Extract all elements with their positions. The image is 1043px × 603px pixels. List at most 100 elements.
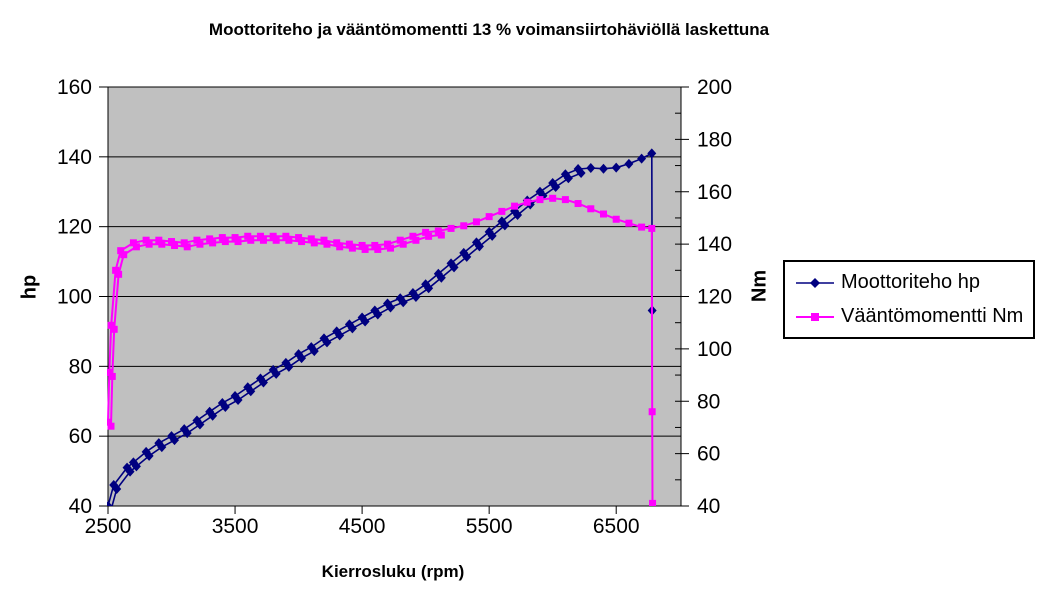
square-marker bbox=[168, 238, 176, 246]
square-marker bbox=[310, 239, 318, 247]
square-marker bbox=[374, 245, 382, 253]
chart-title: Moottoriteho ja vääntömomentti 13 % voim… bbox=[208, 20, 770, 39]
x-tick-label: 2500 bbox=[85, 515, 132, 538]
diamond-marker bbox=[268, 364, 278, 375]
diamond-marker bbox=[217, 397, 227, 408]
diamond-marker bbox=[471, 237, 481, 248]
y-tick-label-left: 140 bbox=[57, 146, 92, 169]
square-marker bbox=[387, 244, 395, 252]
y-axis-title-left: hp bbox=[18, 274, 41, 300]
diamond-marker bbox=[243, 382, 253, 393]
legend-label-power: Moottoriteho hp bbox=[841, 271, 980, 293]
diamond-marker bbox=[586, 163, 596, 174]
y-tick-label-left: 100 bbox=[57, 286, 92, 309]
square-marker bbox=[498, 207, 506, 215]
series-layer bbox=[107, 148, 657, 506]
square-marker bbox=[396, 236, 404, 244]
square-marker bbox=[247, 236, 255, 244]
series-torque bbox=[107, 194, 657, 506]
diamond-marker bbox=[383, 298, 393, 309]
square-marker bbox=[345, 240, 353, 248]
diamond-marker bbox=[357, 312, 367, 323]
square-marker bbox=[129, 239, 137, 247]
square-marker bbox=[107, 321, 115, 329]
square-marker bbox=[649, 499, 657, 506]
square-marker bbox=[648, 224, 656, 232]
diamond-marker bbox=[319, 333, 329, 344]
square-marker bbox=[183, 243, 191, 251]
diamond-marker bbox=[128, 457, 138, 468]
square-marker bbox=[108, 372, 116, 380]
square-marker bbox=[333, 239, 341, 247]
square-marker bbox=[115, 270, 123, 278]
x-tick-label: 3500 bbox=[212, 515, 259, 538]
power-series-marker-icon bbox=[796, 277, 834, 288]
square-marker bbox=[285, 236, 293, 244]
diamond-marker bbox=[637, 153, 647, 164]
diamond-marker bbox=[624, 158, 634, 169]
square-marker bbox=[221, 238, 229, 246]
square-marker bbox=[132, 243, 140, 251]
x-axis-title: Kierrosluku (rpm) bbox=[321, 562, 465, 581]
square-marker bbox=[180, 239, 188, 247]
diamond-marker bbox=[421, 279, 431, 290]
diamond-marker bbox=[395, 293, 405, 304]
y-tick-label-right: 80 bbox=[697, 390, 720, 413]
square-marker bbox=[117, 247, 125, 255]
diamond-marker bbox=[294, 349, 304, 360]
x-tick-label: 6500 bbox=[593, 515, 640, 538]
square-marker bbox=[361, 245, 369, 253]
square-marker bbox=[422, 228, 430, 236]
square-marker bbox=[244, 232, 252, 240]
diamond-marker bbox=[281, 357, 291, 368]
square-marker bbox=[485, 213, 493, 221]
square-marker bbox=[323, 240, 331, 248]
diamond-marker bbox=[497, 216, 507, 227]
square-marker bbox=[209, 239, 217, 247]
y-tick-label-right: 180 bbox=[697, 128, 732, 151]
square-marker bbox=[437, 231, 445, 239]
square-marker bbox=[107, 418, 112, 426]
square-marker bbox=[272, 236, 280, 244]
square-marker bbox=[269, 232, 277, 240]
diamond-marker bbox=[647, 148, 657, 159]
square-marker bbox=[472, 218, 480, 226]
square-marker bbox=[107, 368, 113, 376]
square-marker bbox=[295, 234, 303, 242]
square-marker bbox=[638, 223, 646, 231]
diamond-marker bbox=[408, 288, 418, 299]
x-tick-label: 5500 bbox=[466, 515, 513, 538]
square-marker bbox=[536, 196, 544, 204]
y-tick-label-left: 120 bbox=[57, 216, 92, 239]
diamond-marker bbox=[535, 186, 545, 197]
square-marker bbox=[282, 232, 290, 240]
y-tick-label-right: 120 bbox=[697, 286, 732, 309]
legend: Moottoriteho hp Vääntömomentti Nm bbox=[783, 260, 1035, 339]
legend-item-torque: Vääntömomentti Nm bbox=[795, 302, 1033, 332]
square-marker bbox=[158, 240, 166, 248]
diamond-marker bbox=[179, 424, 189, 435]
square-marker bbox=[231, 234, 239, 242]
diamond-marker bbox=[459, 247, 469, 258]
y-tick-label-right: 160 bbox=[697, 181, 732, 204]
square-marker bbox=[412, 236, 420, 244]
y-tick-label-left: 40 bbox=[69, 495, 92, 518]
legend-label-torque: Vääntömomentti Nm bbox=[841, 305, 1024, 327]
square-marker bbox=[348, 244, 356, 252]
square-marker bbox=[259, 236, 267, 244]
square-marker bbox=[234, 238, 242, 246]
y-tick-label-right: 60 bbox=[697, 443, 720, 466]
square-marker bbox=[218, 234, 226, 242]
x-tick-label: 4500 bbox=[339, 515, 386, 538]
square-marker bbox=[574, 200, 582, 208]
square-marker bbox=[549, 194, 557, 202]
diamond-marker bbox=[154, 438, 164, 449]
square-marker bbox=[460, 222, 468, 230]
square-marker bbox=[523, 198, 531, 206]
square-marker bbox=[193, 236, 201, 244]
square-marker bbox=[587, 205, 595, 213]
square-marker bbox=[384, 240, 392, 248]
y-tick-label-right: 140 bbox=[697, 233, 732, 256]
square-marker bbox=[625, 219, 633, 227]
